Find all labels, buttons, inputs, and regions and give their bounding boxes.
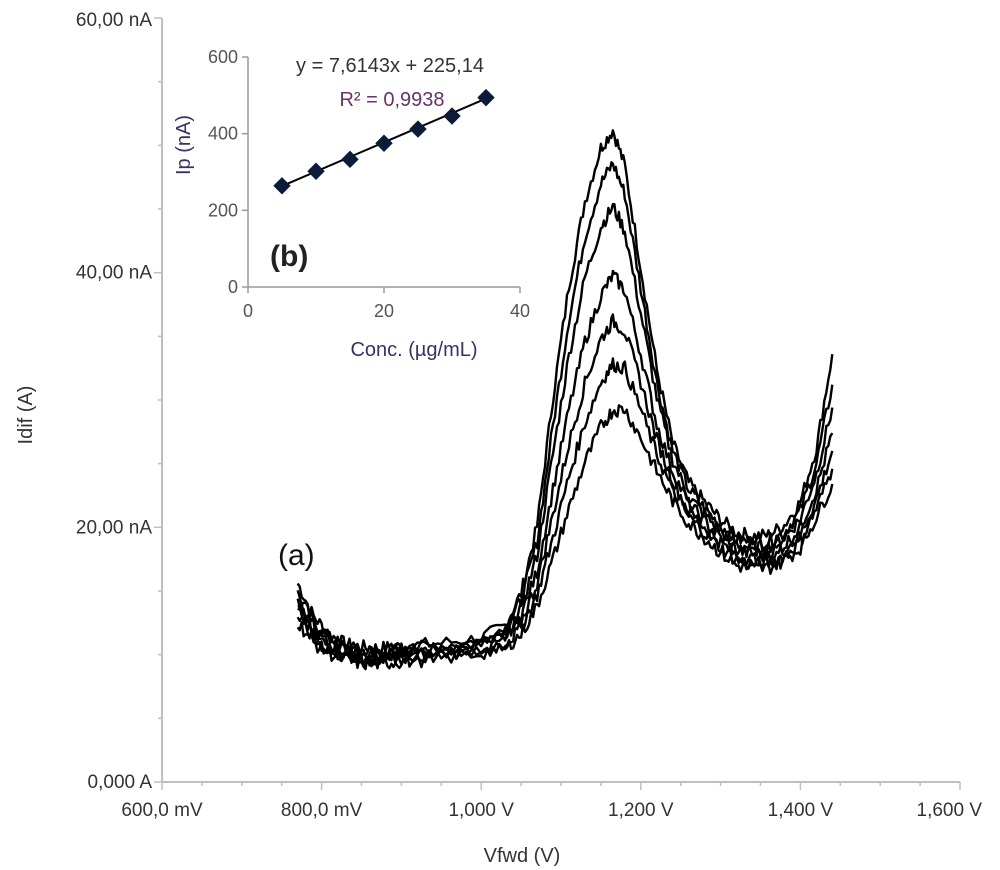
- x-tick-label: 800,0 mV: [281, 800, 363, 821]
- inset-y-tick-label: 600: [208, 47, 238, 67]
- inset-y-tick-label: 200: [208, 200, 238, 220]
- data-point: [477, 88, 495, 107]
- y-axis-title: Idif (A): [15, 386, 37, 445]
- data-point: [341, 150, 359, 169]
- main-plot-series: [296, 129, 834, 671]
- inset-x-tick-label: 0: [243, 301, 253, 321]
- x-tick-label: 1,200 V: [608, 800, 674, 821]
- x-tick-label: 1,600 V: [917, 800, 983, 821]
- main-plot-axes: [154, 17, 961, 790]
- inset-x-tick-label: 40: [510, 301, 530, 321]
- data-point: [375, 134, 393, 152]
- y-tick-label: 40,00 nA: [76, 263, 152, 284]
- data-point: [443, 107, 461, 125]
- data-point: [307, 162, 325, 180]
- inset-y-tick-label: 400: [208, 124, 238, 144]
- series-line-6: [296, 357, 834, 668]
- x-tick-label: 600,0 mV: [121, 800, 203, 821]
- y-tick-label: 60,00 nA: [76, 10, 152, 31]
- series-line-7: [296, 404, 834, 671]
- y-tick-label: 20,00 nA: [76, 517, 152, 538]
- trendline-equation: y = 7,6143x + 225,14: [296, 55, 484, 77]
- inset-y-tick-label: 0: [228, 277, 238, 297]
- data-point: [273, 177, 291, 195]
- inset-plot-axes: [242, 56, 521, 293]
- inset-x-axis-title: Conc. (µg/mL): [350, 339, 477, 361]
- x-tick-label: 1,400 V: [768, 800, 834, 821]
- data-point: [409, 120, 427, 138]
- x-axis-title: Vfwd (V): [484, 845, 561, 867]
- main-plot-tick-labels: 0,000 A 20,00 nA 40,00 nA 60,00 nA 600,0 mV 8…: [76, 10, 982, 821]
- inset-x-tick-label: 20: [374, 301, 394, 321]
- panel-label-a: (a): [278, 539, 315, 572]
- panel-label-b: (b): [270, 240, 308, 273]
- x-tick-label: 1,000 V: [448, 800, 514, 821]
- inset-plot-tick-labels: 0 200 400 600 0 20 40: [208, 47, 530, 321]
- trendline-r-squared: R² = 0,9938: [339, 89, 444, 111]
- y-tick-label: 0,000 A: [88, 772, 153, 793]
- inset-y-axis-title: Ip (nA): [173, 115, 195, 175]
- inset-data-points: [273, 88, 495, 195]
